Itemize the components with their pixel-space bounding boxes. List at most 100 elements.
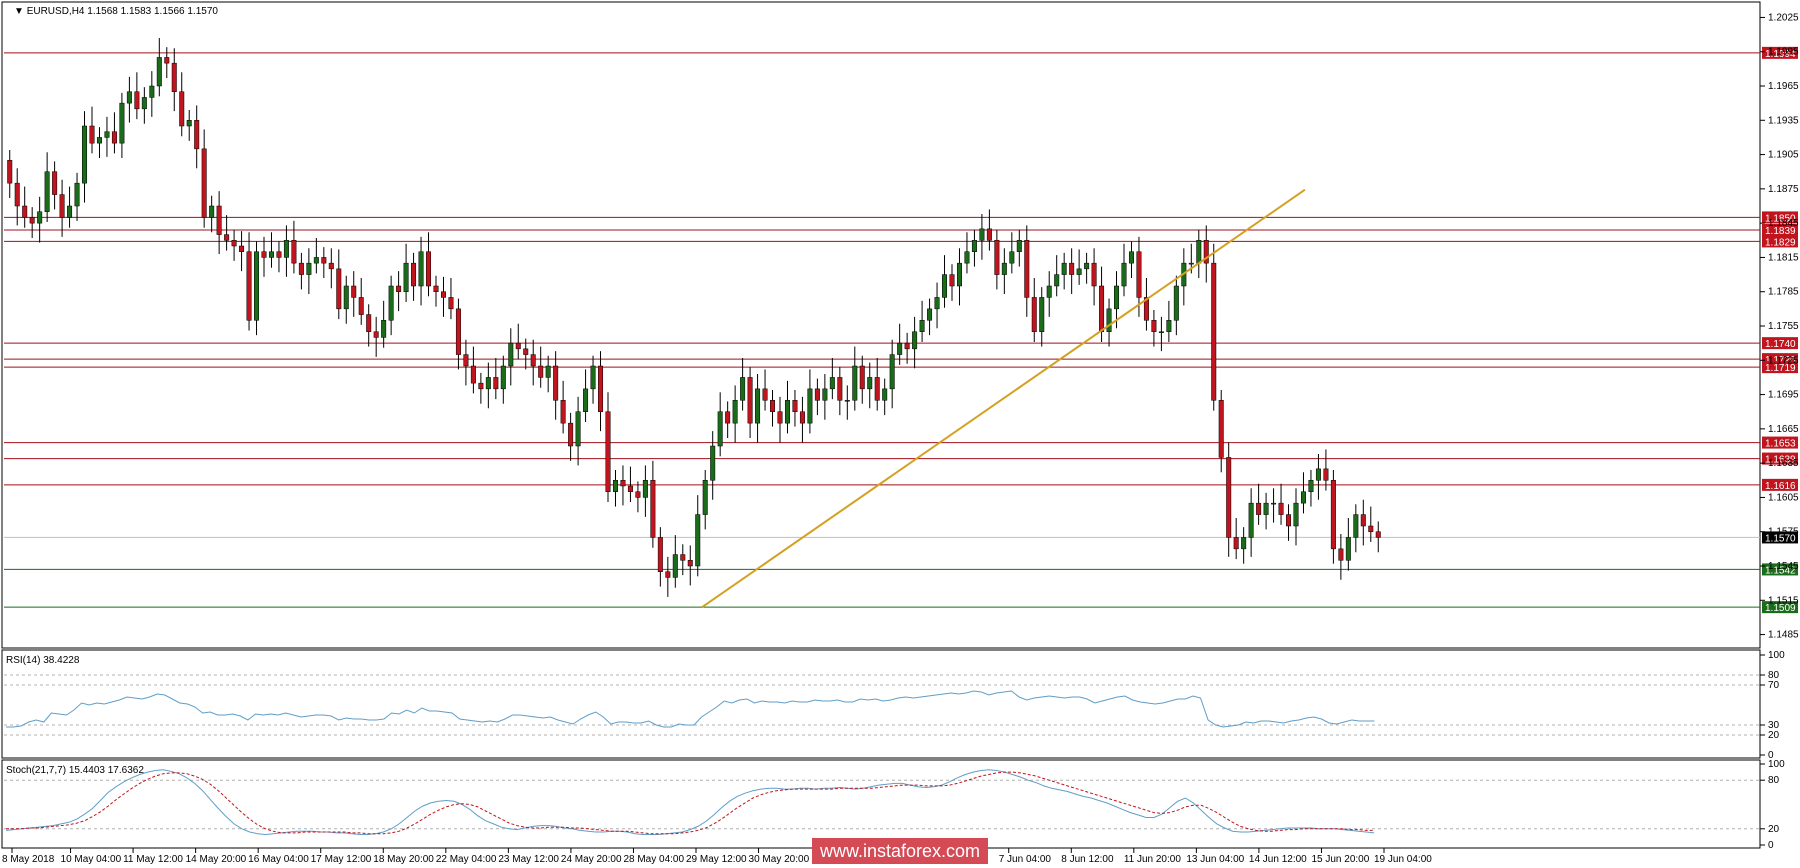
- time-label: 29 May 12:00: [686, 854, 747, 865]
- candle-body: [859, 365, 865, 390]
- resistance-level-label: 1.1653: [1765, 439, 1796, 450]
- price-panel[interactable]: [1, 1, 1761, 649]
- candle-body: [22, 205, 28, 218]
- candle-body: [1069, 262, 1075, 275]
- candle-body: [470, 365, 476, 384]
- time-label: 19 Jun 04:00: [1374, 854, 1432, 865]
- candle-body: [29, 217, 35, 224]
- candle-body: [1046, 285, 1052, 298]
- candle-body: [986, 228, 992, 241]
- candle-body: [261, 251, 267, 258]
- price-tick-label: 1.1725: [1768, 355, 1799, 366]
- candle-body: [239, 245, 245, 252]
- candle-body: [268, 251, 274, 258]
- candle-body: [1315, 468, 1321, 481]
- candle-body: [388, 285, 394, 321]
- candle-body: [89, 125, 95, 144]
- candle-body: [1211, 262, 1217, 401]
- resistance-level-label: 1.1839: [1765, 226, 1796, 237]
- candle-body: [396, 285, 402, 292]
- resistance-level-box: [1762, 452, 1798, 465]
- candle-body: [829, 377, 835, 390]
- candle-body: [979, 228, 985, 241]
- watermark: www.instaforex.com: [812, 838, 988, 864]
- candle-body: [1271, 502, 1277, 505]
- resistance-level-label: 1.1639: [1765, 455, 1796, 466]
- candle-body: [635, 491, 641, 498]
- candle-body: [1300, 491, 1306, 504]
- candle-body: [1353, 514, 1359, 538]
- price-tick-label: 1.1545: [1768, 561, 1799, 572]
- osc-tick-label: 70: [1768, 680, 1780, 691]
- candle-body: [523, 348, 529, 355]
- candle-body: [366, 314, 372, 332]
- candle-body: [1241, 537, 1247, 550]
- candle-body: [710, 445, 716, 481]
- candle-body: [844, 400, 850, 402]
- candle-body: [411, 262, 417, 287]
- candle-body: [44, 171, 50, 212]
- price-tick-label: 1.1755: [1768, 321, 1799, 332]
- candle-body: [1151, 320, 1157, 332]
- price-tick-label: 1.1995: [1768, 47, 1799, 58]
- resistance-level-label: 1.1719: [1765, 363, 1796, 374]
- candle-body: [373, 331, 379, 338]
- candle-body: [440, 291, 446, 298]
- time-label: 7 Jun 04:00: [999, 854, 1052, 865]
- rsi-panel[interactable]: [1, 649, 1761, 759]
- candle-body: [1173, 285, 1179, 321]
- candle-body: [560, 400, 566, 424]
- candle-body: [1360, 514, 1366, 527]
- candle-body: [971, 240, 977, 252]
- resistance-level-box: [1762, 361, 1798, 374]
- candle-body: [209, 205, 215, 218]
- candle-body: [1345, 537, 1351, 561]
- candle-body: [1226, 457, 1232, 538]
- time-label: 23 May 12:00: [498, 854, 559, 865]
- candle-body: [291, 240, 297, 264]
- candle-body: [37, 211, 43, 224]
- candle-body: [306, 262, 312, 275]
- candles: [7, 38, 1381, 597]
- candle-body: [919, 320, 925, 332]
- candle-body: [1099, 285, 1105, 332]
- candle-body: [515, 342, 521, 350]
- candle-body: [583, 388, 589, 412]
- price-tick-label: 1.1635: [1768, 458, 1799, 469]
- osc-tick-label: 20: [1768, 824, 1780, 835]
- time-label: 28 May 04:00: [623, 854, 684, 865]
- candle-body: [1128, 251, 1134, 264]
- candle-body: [1091, 262, 1097, 287]
- candle-body: [1256, 502, 1262, 515]
- time-label: 14 Jun 12:00: [1249, 854, 1307, 865]
- candle-body: [1031, 297, 1037, 332]
- time-label: 11 Jun 20:00: [1124, 854, 1182, 865]
- candle-body: [1076, 268, 1082, 275]
- candle-body: [1114, 285, 1120, 310]
- series-line: [6, 771, 1375, 835]
- candle-body: [822, 388, 828, 401]
- stoch-title: Stoch(21,7,7) 15.4403 17.6362: [6, 765, 144, 776]
- price-tick-label: 1.1785: [1768, 287, 1799, 298]
- candle-body: [1001, 262, 1007, 275]
- time-label: 13 Jun 04:00: [1186, 854, 1244, 865]
- candle-body: [732, 400, 738, 424]
- candle-body: [67, 205, 73, 218]
- price-tick-label: 1.1905: [1768, 150, 1799, 161]
- candle-body: [620, 480, 626, 487]
- candle-body: [1016, 240, 1022, 252]
- candle-body: [1338, 548, 1344, 561]
- candle-body: [1196, 240, 1202, 264]
- candle-body: [889, 354, 895, 390]
- candle-body: [650, 480, 656, 538]
- candle-body: [612, 480, 618, 492]
- time-label: 16 May 04:00: [248, 854, 309, 865]
- candle-body: [717, 411, 723, 447]
- candle-body: [171, 62, 177, 92]
- candle-body: [433, 285, 439, 292]
- trendline: [701, 188, 1306, 608]
- price-tick-label: 1.1515: [1768, 595, 1799, 606]
- price-tick-label: 1.1875: [1768, 184, 1799, 195]
- candle-body: [351, 285, 357, 298]
